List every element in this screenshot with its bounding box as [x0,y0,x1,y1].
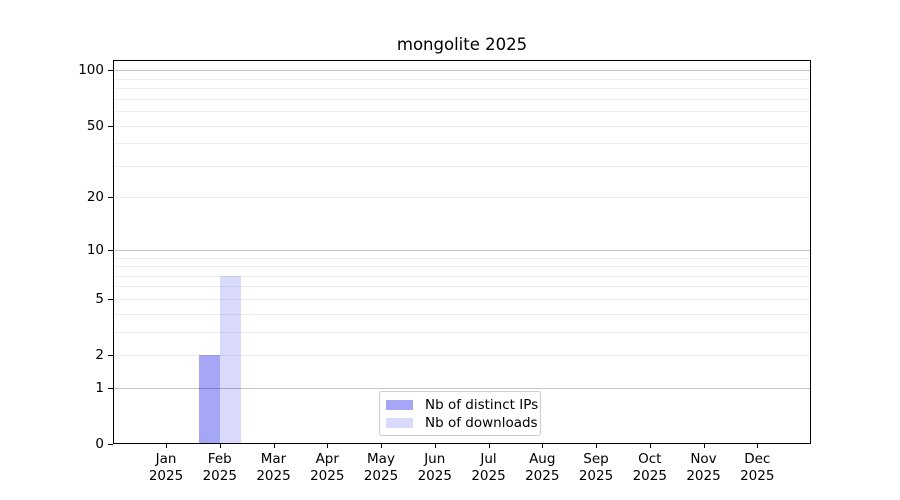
x-tick-year: 2025 [632,467,667,484]
x-tick-year: 2025 [363,467,399,484]
gridline-minor [114,125,810,127]
x-tick-month: Nov [690,451,717,467]
x-tick-label: Sep 2025 [568,451,624,484]
x-tick-year: 2025 [740,467,775,484]
bars-layer [114,61,810,443]
x-tick-month: Jun [424,451,446,467]
y-tick-mark [108,70,113,71]
x-tick-label: Mar 2025 [246,451,302,484]
x-tick-month: Apr [315,451,339,467]
x-tick-mark [220,444,221,448]
gridline-minor [114,355,810,357]
y-tick-label: 50 [86,117,104,134]
gridline-minor [114,98,810,100]
y-tick-label: 0 [95,436,104,452]
x-tick-label: Aug 2025 [514,451,570,484]
x-tick-label: Oct 2025 [622,451,678,484]
x-tick-label: Feb 2025 [192,451,248,484]
legend-swatch-distinct-ips [386,399,413,410]
gridline-minor [114,266,810,268]
x-tick-month: Dec [744,451,771,467]
plot-area [113,60,811,444]
gridline-minor [114,165,810,167]
y-tick-label: 2 [95,347,104,364]
x-tick-year: 2025 [417,467,452,484]
y-tick-mark [108,126,113,127]
x-tick-label: Nov 2025 [676,451,732,484]
gridline-minor [114,78,810,80]
x-tick-mark [381,444,382,448]
x-tick-month: Jul [480,451,497,467]
legend-label-downloads: Nb of downloads [425,414,538,431]
y-tick-label: 10 [86,241,104,258]
x-tick-year: 2025 [148,467,184,484]
legend-swatch-downloads [386,417,413,428]
x-tick-month: Aug [529,451,556,467]
x-tick-label: May 2025 [353,451,409,484]
x-tick-year: 2025 [525,467,560,484]
grid-layer [114,61,810,443]
legend-item-downloads: Nb of downloads [386,414,538,432]
x-tick-mark [650,444,651,448]
y-tick-label: 20 [86,189,104,206]
x-tick-year: 2025 [202,467,237,484]
x-tick-year: 2025 [471,467,506,484]
x-tick-mark [489,444,490,448]
x-tick-mark [274,444,275,448]
x-tick-mark [435,444,436,448]
x-tick-year: 2025 [686,467,721,484]
gridline-minor [114,197,810,199]
y-tick-mark [108,250,113,251]
x-tick-year: 2025 [578,467,614,484]
gridline-minor [114,313,810,315]
gridline-minor [114,143,810,145]
gridline-minor [114,257,810,259]
x-tick-year: 2025 [256,467,291,484]
x-tick-mark [704,444,705,448]
gridline-major [114,249,810,251]
x-tick-mark [757,444,758,448]
x-tick-label: Dec 2025 [729,451,785,484]
x-tick-mark [542,444,543,448]
x-tick-label: Jan 2025 [138,451,194,484]
x-tick-month: Jan [155,451,177,467]
x-tick-month: Mar [260,451,287,467]
bar-nb-of-downloads [219,275,241,443]
x-tick-label: Apr 2025 [299,451,355,484]
y-tick-mark [108,355,113,356]
legend-item-distinct-ips: Nb of distinct IPs [386,396,538,414]
legend-label-distinct-ips: Nb of distinct IPs [425,396,539,413]
legend: Nb of distinct IPs Nb of downloads [379,391,541,436]
x-tick-month: May [367,451,395,467]
x-tick-label: Jun 2025 [407,451,463,484]
x-tick-mark [327,444,328,448]
x-tick-month: Sep [583,451,609,467]
y-tick-mark [108,444,113,445]
y-tick-label: 1 [95,379,104,396]
y-tick-label: 100 [78,62,104,79]
gridline-minor [114,88,810,90]
x-tick-month: Feb [207,451,232,467]
gridline-minor [114,275,810,277]
y-tick-mark [108,197,113,198]
gridline-major [114,70,810,72]
y-tick-mark [108,299,113,300]
x-tick-mark [596,444,597,448]
gridline-minor [114,298,810,300]
x-tick-mark [166,444,167,448]
chart-title: mongolite 2025 [396,35,528,54]
y-tick-mark [108,388,113,389]
gridline-major [114,387,810,389]
gridline-minor [114,111,810,113]
gridline-minor [114,286,810,288]
x-tick-label: Jul 2025 [461,451,517,484]
y-tick-label: 5 [95,290,104,307]
x-tick-year: 2025 [310,467,345,484]
gridline-minor [114,331,810,333]
x-tick-month: Oct [638,451,662,467]
bar-nb-of-distinct-ips [198,355,220,443]
